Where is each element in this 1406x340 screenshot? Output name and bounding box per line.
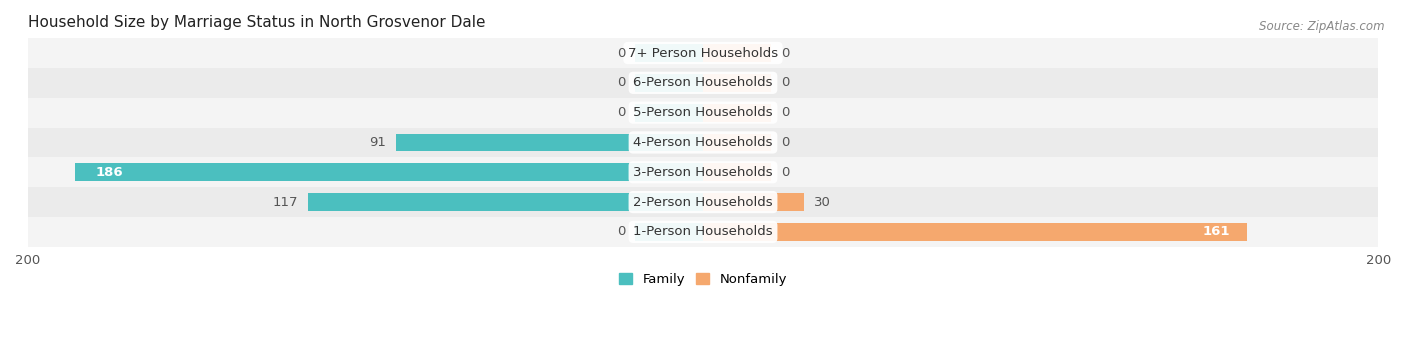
- Text: 161: 161: [1202, 225, 1230, 238]
- Text: 0: 0: [617, 47, 626, 60]
- Text: Source: ZipAtlas.com: Source: ZipAtlas.com: [1260, 20, 1385, 33]
- Bar: [28, 187, 1378, 217]
- Text: 0: 0: [617, 225, 626, 238]
- Legend: Family, Nonfamily: Family, Nonfamily: [619, 273, 787, 286]
- Bar: [636, 223, 703, 241]
- Bar: [395, 134, 703, 151]
- Text: Household Size by Marriage Status in North Grosvenor Dale: Household Size by Marriage Status in Nor…: [28, 15, 485, 30]
- Text: 3-Person Households: 3-Person Households: [633, 166, 773, 179]
- Text: 1-Person Households: 1-Person Households: [633, 225, 773, 238]
- Bar: [703, 74, 770, 92]
- Text: 0: 0: [780, 136, 789, 149]
- Bar: [703, 134, 770, 151]
- Bar: [308, 193, 703, 211]
- Text: 0: 0: [617, 106, 626, 119]
- Bar: [636, 74, 703, 92]
- Text: 0: 0: [780, 76, 789, 89]
- Bar: [636, 44, 703, 62]
- Text: 30: 30: [814, 195, 831, 208]
- Bar: [28, 217, 1378, 247]
- Text: 4-Person Households: 4-Person Households: [633, 136, 773, 149]
- Bar: [703, 163, 770, 181]
- Bar: [28, 128, 1378, 157]
- Text: 5-Person Households: 5-Person Households: [633, 106, 773, 119]
- Text: 0: 0: [780, 106, 789, 119]
- Bar: [703, 193, 804, 211]
- Bar: [28, 68, 1378, 98]
- Text: 0: 0: [780, 47, 789, 60]
- Text: 91: 91: [368, 136, 385, 149]
- Text: 6-Person Households: 6-Person Households: [633, 76, 773, 89]
- Bar: [28, 98, 1378, 128]
- Text: 117: 117: [273, 195, 298, 208]
- Bar: [703, 104, 770, 122]
- Bar: [28, 38, 1378, 68]
- Text: 186: 186: [96, 166, 122, 179]
- Text: 0: 0: [617, 76, 626, 89]
- Text: 2-Person Households: 2-Person Households: [633, 195, 773, 208]
- Bar: [28, 157, 1378, 187]
- Bar: [703, 44, 770, 62]
- Text: 0: 0: [780, 166, 789, 179]
- Text: 7+ Person Households: 7+ Person Households: [628, 47, 778, 60]
- Bar: [75, 163, 703, 181]
- Bar: [636, 104, 703, 122]
- Bar: [703, 223, 1247, 241]
